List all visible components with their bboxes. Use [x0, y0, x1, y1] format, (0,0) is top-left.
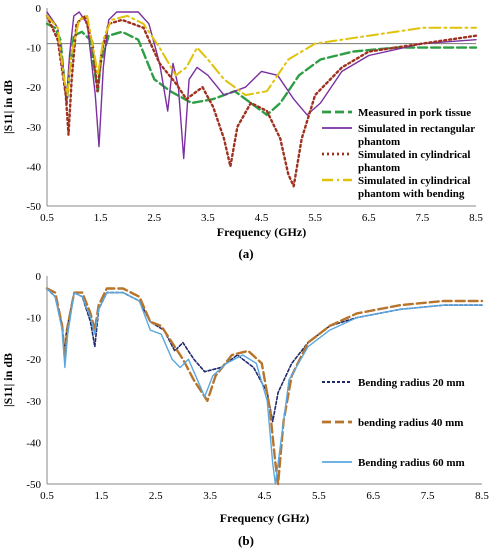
chart-0: 0 -10 -20 -30 -40 -500.5 1.5 2.5 3.5 4.5 5.5 6.5 7.5… — [1, 3, 483, 261]
series-line-2 — [45, 14, 478, 188]
y-tick-label: -30 — [26, 122, 41, 134]
x-tick-label: 5.5 — [312, 490, 326, 502]
legend-label-2: Bending radius 60 mm — [358, 457, 465, 469]
legend-label-2: Simulated in cylindrical phantom — [358, 149, 470, 174]
x-axis-title: Frequency (GHz) — [220, 511, 309, 525]
x-tick-label: 2.5 — [147, 212, 161, 224]
x-tick-label: 0.5 — [40, 212, 54, 224]
y-tick-label: -50 — [26, 201, 41, 213]
series-line-3 — [46, 14, 477, 97]
figure-caption: (a) — [238, 246, 253, 261]
legend-label-0: Bending radius 20 mm — [358, 377, 465, 389]
x-tick-label: 5.5 — [308, 212, 322, 224]
legend: Bending radius 20 mm bending radius 40 mm… — [322, 377, 465, 469]
y-tick-label: -10 — [26, 43, 41, 55]
y-tick-label: -40 — [26, 437, 41, 449]
y-tick-label: -40 — [26, 161, 41, 173]
x-tick-label: 3.5 — [201, 212, 215, 224]
legend: Measured in pork tissue Simulated in rect… — [322, 107, 475, 200]
y-tick-label: -20 — [26, 354, 41, 366]
series-line-2 — [46, 287, 483, 485]
x-tick-label: 6.5 — [366, 490, 380, 502]
legend-label-1: bending radius 40 mm — [358, 417, 463, 429]
y-tick-label: -30 — [26, 396, 41, 408]
y-axis-title: |S11| in dB — [1, 353, 15, 407]
x-tick-label: 3.5 — [203, 490, 217, 502]
series-line-0 — [46, 287, 483, 423]
x-tick-label: 4.5 — [258, 490, 272, 502]
x-tick-label: 8.5 — [469, 212, 483, 224]
x-axis-title: Frequency (GHz) — [217, 225, 306, 239]
x-tick-label: 1.5 — [94, 212, 108, 224]
y-tick-label: 0 — [36, 3, 42, 15]
legend-label-0: Measured in pork tissue — [358, 107, 471, 119]
x-tick-label: 4.5 — [255, 212, 269, 224]
x-tick-label: 7.5 — [421, 490, 435, 502]
legend-label-3: Simulated in cylindrical phantom with ben… — [358, 175, 470, 200]
chart-1: 0 -10 -20 -30 -40 -500.5 1.5 2.5 3.5 4.5 5.5 6.5 7.5… — [1, 271, 489, 548]
x-tick-label: 0.5 — [40, 490, 54, 502]
y-tick-label: -50 — [26, 479, 41, 491]
series-line-1 — [46, 11, 477, 160]
y-tick-label: -10 — [26, 313, 41, 325]
x-tick-label: 6.5 — [362, 212, 376, 224]
figure-caption: (b) — [238, 533, 254, 548]
x-tick-label: 7.5 — [416, 212, 430, 224]
y-axis-title: |S11| in dB — [1, 80, 15, 134]
x-tick-label: 1.5 — [95, 490, 109, 502]
legend-label-1: Simulated in rectangular phantom — [358, 123, 475, 148]
y-tick-label: 0 — [36, 271, 42, 283]
x-tick-label: 2.5 — [149, 490, 163, 502]
series-line-0 — [45, 22, 478, 117]
x-tick-label: 8.5 — [475, 490, 489, 502]
y-tick-label: -20 — [26, 82, 41, 94]
